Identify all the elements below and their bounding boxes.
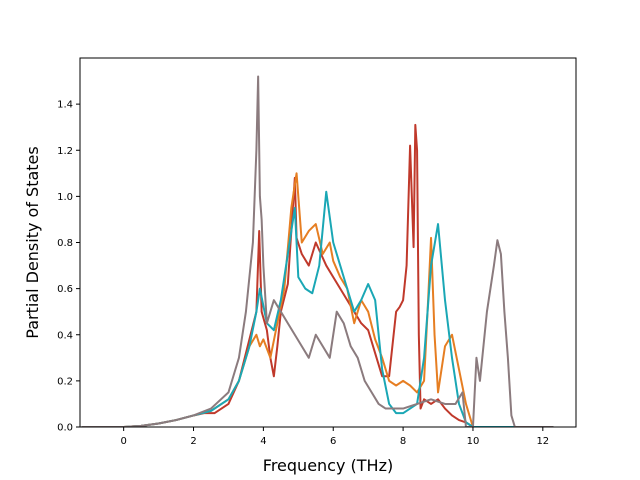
x-axis-ticks: 0 2 4 6 8 10 12: [120, 427, 549, 447]
y-tick-label: 0.2: [57, 376, 73, 387]
y-tick-label: 0.4: [57, 330, 73, 341]
y-axis-ticks: 0.0 0.2 0.4 0.6 0.8 1.0 1.2 1.4: [57, 100, 80, 434]
x-tick-label: 4: [260, 436, 266, 447]
x-tick-label: 6: [330, 436, 336, 447]
y-tick-label: 1.4: [57, 100, 73, 111]
series-line-3: [81, 190, 554, 427]
x-tick-label: 12: [536, 436, 549, 447]
y-tick-label: 1.0: [57, 192, 73, 203]
y-tick-label: 1.2: [57, 146, 73, 157]
x-axis-label: Frequency (THz): [263, 456, 393, 475]
x-tick-label: 8: [400, 436, 406, 447]
y-tick-label: 0.0: [57, 423, 73, 434]
y-tick-label: 0.6: [57, 284, 73, 295]
x-tick-label: 2: [190, 436, 196, 447]
series-layer: [81, 75, 554, 427]
y-axis-label: Partial Density of States: [23, 146, 42, 338]
series-line-4: [81, 75, 554, 427]
x-tick-label: 10: [467, 436, 480, 447]
x-tick-label: 0: [120, 436, 126, 447]
y-tick-label: 0.8: [57, 238, 73, 249]
